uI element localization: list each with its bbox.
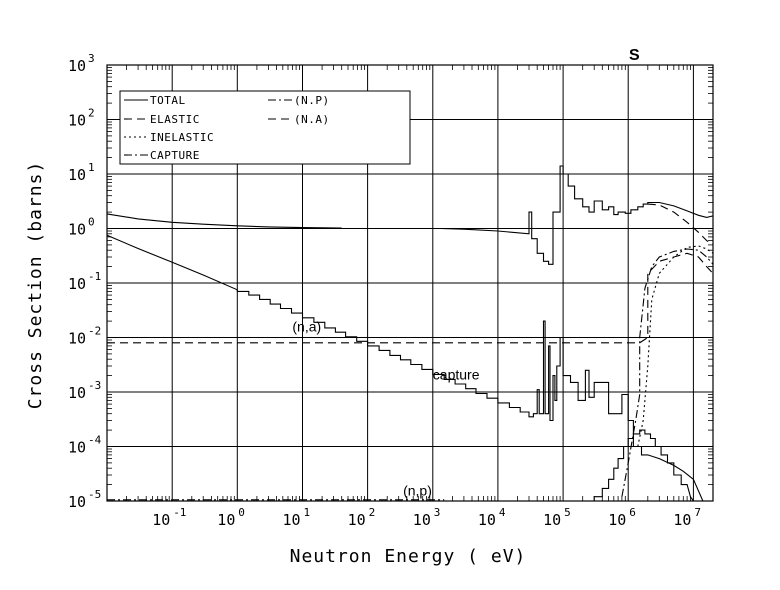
x-tick-label-0: 10 — [152, 511, 170, 529]
legend-label-3: CAPTURE — [150, 149, 200, 162]
legend-label-1: ELASTIC — [150, 113, 200, 126]
annotation-2: (n,p) — [403, 483, 432, 499]
x-tick-exponent-6: 5 — [564, 506, 571, 519]
x-tick-exponent-8: 7 — [694, 506, 701, 519]
y-tick-label-2: 10 — [68, 384, 86, 402]
x-axis-title: Neutron Energy ( eV) — [290, 546, 527, 567]
x-tick-label-4: 10 — [413, 511, 431, 529]
x-tick-label-8: 10 — [673, 511, 691, 529]
x-tick-label-2: 10 — [283, 511, 301, 529]
element-label: S — [629, 47, 640, 64]
annotation-0: (n,a) — [292, 318, 321, 334]
legend-label-4: (N.P) — [294, 94, 330, 107]
x-tick-exponent-5: 4 — [499, 506, 506, 519]
legend-label-5: (N.A) — [294, 113, 330, 126]
legend: TOTAL ELASTIC INELASTIC CAPTURE (N.P) (N.A) — [119, 90, 411, 165]
y-tick-exponent-7: 2 — [88, 107, 95, 120]
y-tick-exponent-5: 0 — [88, 216, 95, 229]
x-tick-exponent-1: 0 — [238, 506, 245, 519]
y-tick-exponent-4: -1 — [88, 270, 101, 283]
y-tick-exponent-0: -5 — [88, 488, 101, 501]
x-tick-exponent-2: 1 — [304, 506, 311, 519]
x-tick-label-3: 10 — [348, 511, 366, 529]
series-capture — [106, 234, 704, 502]
y-tick-label-3: 10 — [68, 330, 86, 348]
legend-label-2: INELASTIC — [150, 131, 214, 144]
series-n-p-histogram — [593, 429, 694, 502]
y-tick-label-6: 10 — [68, 166, 86, 184]
y-tick-label-0: 10 — [68, 493, 86, 511]
x-tick-exponent-3: 2 — [369, 506, 376, 519]
y-tick-label-4: 10 — [68, 275, 86, 293]
series-n-a — [107, 252, 714, 344]
x-tick-label-6: 10 — [543, 511, 561, 529]
y-axis-title: Cross Section (barns) — [25, 161, 46, 410]
x-tick-label-5: 10 — [478, 511, 496, 529]
y-tick-exponent-6: 1 — [88, 161, 95, 174]
y-tick-exponent-3: -2 — [88, 325, 101, 338]
annotation-1: capture — [433, 366, 480, 382]
series-n-p — [107, 248, 714, 501]
x-tick-label-1: 10 — [217, 511, 235, 529]
series-elastic — [647, 203, 714, 246]
x-tick-exponent-0: -1 — [173, 506, 186, 519]
legend-label-0: TOTAL — [150, 94, 186, 107]
y-tick-label-7: 10 — [68, 112, 86, 130]
y-tick-exponent-2: -3 — [88, 379, 101, 392]
x-tick-label-7: 10 — [608, 511, 626, 529]
y-tick-exponent-1: -4 — [88, 434, 102, 447]
y-tick-label-5: 10 — [68, 221, 86, 239]
x-tick-exponent-4: 3 — [434, 506, 441, 519]
x-tick-labels: 10 -1 10 0 10 1 10 2 10 3 10 4 10 5 10 6 10 7 — [152, 506, 701, 529]
series-inelastic — [637, 245, 714, 447]
legend-box — [119, 90, 411, 165]
annotations: (n,a) capture (n,p) — [292, 318, 479, 498]
minor-ticks — [107, 65, 714, 501]
y-tick-label-8: 10 — [68, 57, 86, 75]
series-total — [106, 165, 714, 265]
y-tick-exponent-8: 3 — [88, 52, 95, 65]
x-tick-exponent-7: 6 — [629, 506, 636, 519]
y-tick-label-1: 10 — [68, 439, 86, 457]
series-layer — [106, 165, 714, 502]
